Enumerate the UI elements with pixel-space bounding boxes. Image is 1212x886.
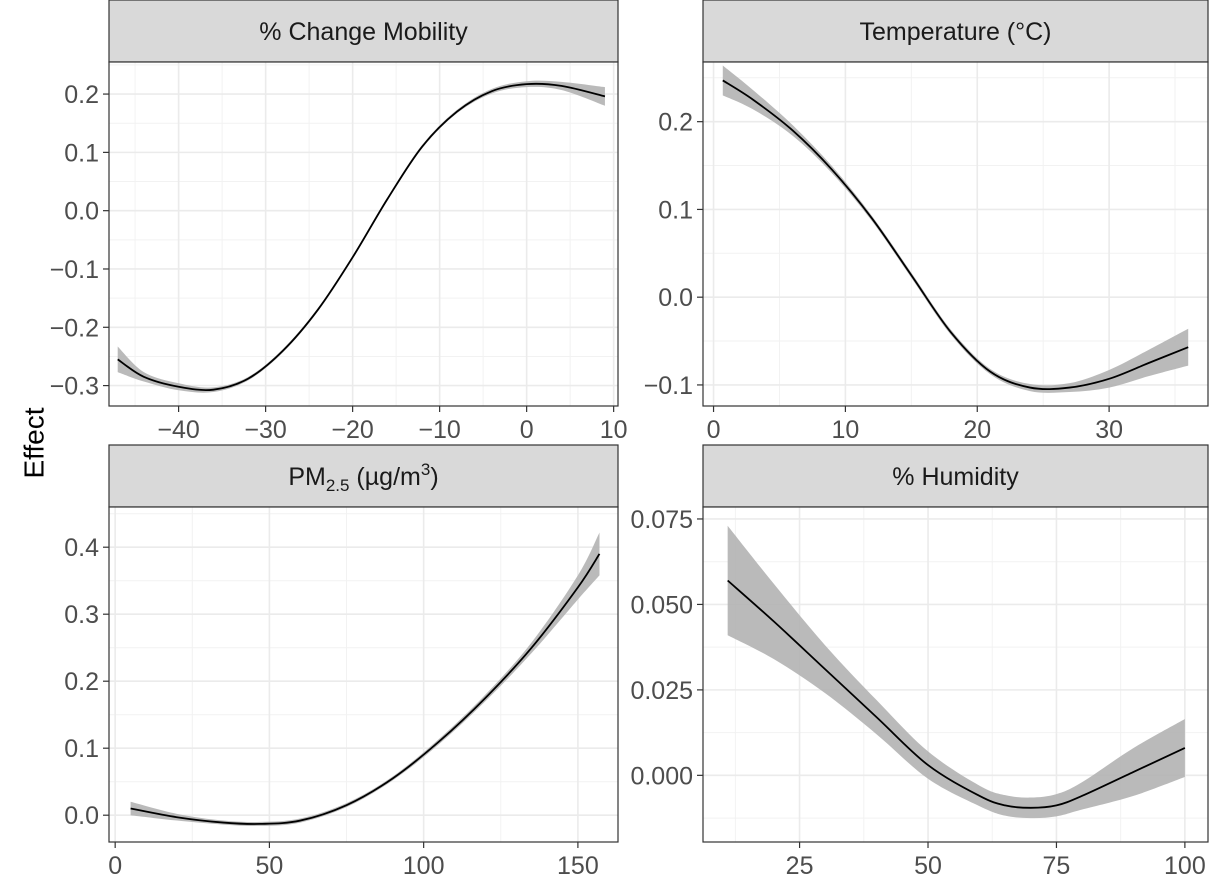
y-tick-label-temperature: 0.2	[658, 109, 693, 137]
facet-panels: % Change Mobility −40 −30 −20 −10 0 10 −0.3 −0.2…	[50, 0, 1209, 880]
x-tick-label-mobility: −30	[244, 416, 286, 444]
strip-temperature	[702, 0, 1209, 63]
y-tick-label-mobility: −0.2	[50, 314, 99, 342]
x-tick-label-pm25: 0	[108, 852, 122, 880]
y-tick-label-humidity: 0.025	[630, 677, 693, 705]
effect-line-pm25	[130, 553, 601, 825]
panel-mobility: % Change Mobility −40 −30 −20 −10 0 10 −0.3 −0.2…	[50, 0, 628, 444]
x-tick-label-pm25: 100	[403, 852, 445, 880]
y-tick-label-humidity: 0.050	[630, 591, 693, 619]
panel-title-mobility: % Change Mobility	[259, 18, 468, 46]
x-tick-label-mobility: 0	[520, 416, 534, 444]
x-tick-label-humidity: 75	[1043, 852, 1071, 880]
y-tick-label-mobility: −0.1	[50, 256, 99, 284]
panel-border-mobility	[108, 61, 619, 407]
x-tick-label-mobility: −10	[418, 416, 460, 444]
y-tick-label-humidity: 0.075	[630, 506, 693, 534]
y-tick-label-pm25: 0.3	[64, 601, 99, 629]
panel-border-temperature	[702, 61, 1209, 407]
x-tick-label-temperature: 0	[707, 416, 721, 444]
y-tick-label-pm25: 0.4	[64, 534, 99, 562]
panel-border-humidity	[702, 506, 1209, 843]
effect-line-humidity	[727, 579, 1186, 809]
x-tick-label-temperature: 30	[1095, 416, 1123, 444]
x-tick-label-temperature: 20	[963, 416, 991, 444]
strip-pm25	[108, 444, 619, 508]
strip-humidity	[702, 444, 1209, 508]
x-tick-label-mobility: 10	[600, 416, 628, 444]
plot-area-temperature	[703, 62, 1208, 406]
confidence-band-pm25	[130, 532, 600, 826]
y-tick-label-temperature: −0.1	[644, 372, 693, 400]
y-tick-label-mobility: −0.3	[50, 373, 99, 401]
effect-line-mobility	[117, 82, 606, 391]
x-tick-label-mobility: −20	[331, 416, 373, 444]
panel-title-pm25: PM2.5 (µg/m3)	[288, 460, 438, 495]
confidence-band-humidity	[727, 525, 1185, 819]
panel-humidity: % Humidity 25 50 75 100 0.000 0.025 0.050 0.075	[630, 444, 1209, 880]
strip-mobility	[108, 0, 619, 63]
y-tick-label-temperature: 0.1	[658, 196, 693, 224]
y-tick-label-mobility: 0.2	[64, 81, 99, 109]
x-tick-label-mobility: −40	[157, 416, 199, 444]
confidence-band-temperature	[722, 65, 1189, 393]
x-tick-label-humidity: 25	[786, 852, 814, 880]
y-tick-label-temperature: 0.0	[658, 284, 693, 312]
y-tick-label-pm25: 0.2	[64, 668, 99, 696]
y-tick-label-humidity: 0.000	[630, 762, 693, 790]
panel-border-pm25	[108, 506, 619, 843]
y-axis-label: Effect	[18, 407, 49, 478]
x-tick-label-pm25: 150	[557, 852, 599, 880]
y-tick-label-pm25: 0.1	[64, 735, 99, 763]
x-tick-label-temperature: 10	[831, 416, 859, 444]
x-tick-label-humidity: 100	[1164, 852, 1206, 880]
y-tick-label-pm25: 0.0	[64, 802, 99, 830]
plot-area-mobility	[109, 62, 618, 406]
effect-line-temperature	[722, 79, 1189, 391]
y-tick-label-mobility: 0.0	[64, 198, 99, 226]
plot-area-pm25	[109, 507, 618, 842]
x-tick-label-humidity: 50	[914, 852, 942, 880]
panel-pm25: PM2.5 (µg/m3) 0 50 100 150 0.0 0.1 0.2 0.3 0.4	[64, 444, 619, 880]
x-tick-label-pm25: 50	[256, 852, 284, 880]
panel-temperature: Temperature (°C) 0 10 20 30 −0.1 0.0 0.1 0.2	[644, 0, 1209, 444]
y-tick-label-mobility: 0.1	[64, 139, 99, 167]
panel-title-temperature: Temperature (°C)	[860, 18, 1052, 46]
panel-title-humidity: % Humidity	[892, 463, 1019, 491]
